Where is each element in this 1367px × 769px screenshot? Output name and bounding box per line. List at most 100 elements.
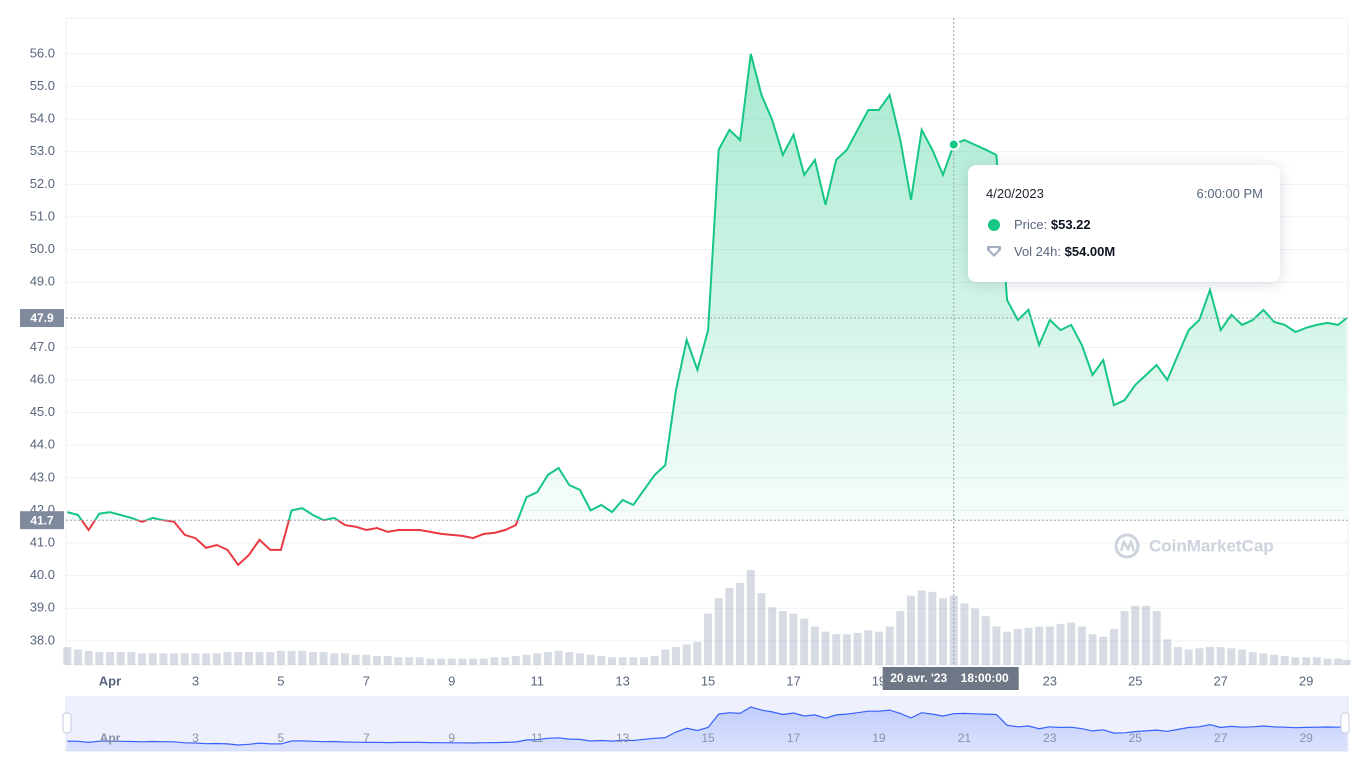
volume-bar — [479, 658, 488, 665]
x-tick-label: 13 — [615, 673, 629, 688]
volume-bar — [1173, 647, 1182, 665]
tooltip: 4/20/2023 6:00:00 PM Price: $53.22 Vol 2… — [968, 165, 1280, 282]
tooltip-time: 6:00:00 PM — [1196, 186, 1264, 201]
x-tick-label: 7 — [363, 673, 370, 688]
volume-bar — [874, 631, 883, 665]
volume-bar — [340, 653, 349, 665]
x-tick-label: 25 — [1128, 673, 1142, 688]
volume-bar — [1280, 656, 1289, 665]
volume-bar — [1141, 605, 1150, 665]
volume-bar — [971, 608, 980, 665]
x-tick-label: 9 — [448, 673, 455, 688]
y-tick-label: 50.0 — [30, 241, 55, 256]
volume-bar — [618, 657, 627, 665]
volume-bar — [746, 570, 755, 665]
y-tick-label: 44.0 — [30, 437, 55, 452]
volume-bar — [1088, 634, 1097, 665]
volume-bar — [84, 650, 93, 665]
navigator-tick-label: 25 — [1129, 731, 1143, 745]
volume-bar — [1163, 639, 1172, 665]
volume-bar — [853, 632, 862, 665]
volume-bar — [960, 603, 969, 665]
volume-bar — [138, 653, 147, 665]
volume-bar — [1323, 658, 1332, 665]
volume-bar — [736, 582, 745, 665]
y-tick-label: 49.0 — [30, 274, 55, 289]
volume-bar — [543, 652, 552, 665]
y-tick-label: 40.0 — [30, 567, 55, 582]
volume-bar — [650, 656, 659, 665]
volume-bar — [928, 591, 937, 665]
watermark-logo — [1114, 533, 1140, 559]
volume-bar — [1184, 649, 1193, 665]
y-tick-label: 53.0 — [30, 143, 55, 158]
crosshair-time: 18:00:00 — [961, 671, 1009, 685]
price-area — [67, 53, 1347, 521]
navigator-tick-label: 19 — [872, 731, 886, 745]
volume-bar — [170, 653, 179, 665]
volume-bar — [586, 654, 595, 665]
crosshair-label-box — [882, 667, 1019, 690]
volume-bar — [1248, 652, 1257, 665]
volume-bar — [810, 626, 819, 665]
volume-bar — [426, 658, 435, 665]
volume-bar — [1077, 626, 1086, 665]
volume-bar — [319, 652, 328, 665]
volume-bar — [255, 652, 264, 665]
price-line-up — [67, 53, 1348, 521]
volume-icon — [987, 246, 1001, 257]
x-tick-label: 5 — [277, 673, 284, 688]
hover-point — [947, 138, 960, 151]
navigator-handle[interactable] — [1340, 712, 1350, 734]
volume-bar — [757, 593, 766, 665]
volume-bar — [522, 654, 531, 665]
volume-bar — [1259, 653, 1268, 665]
volume-bar — [981, 616, 990, 665]
x-tick-label: 19 — [872, 673, 886, 688]
volume-bar — [639, 657, 648, 665]
x-tick-label: 11 — [530, 673, 544, 688]
navigator-tick-label: 9 — [448, 731, 455, 745]
navigator-line — [67, 706, 1347, 746]
volume-bar — [768, 607, 777, 665]
volume-bar — [244, 652, 253, 665]
volume-bar — [1067, 622, 1076, 665]
navigator-tick-label: 15 — [701, 731, 715, 745]
crosshair-date: 20 avr. '23 — [890, 671, 947, 685]
y-tick-label: 46.0 — [30, 371, 55, 386]
volume-bar — [95, 652, 104, 665]
ref-label: 41.7 — [30, 513, 54, 527]
navigator-tick-label: 27 — [1214, 731, 1228, 745]
volume-bar — [372, 656, 381, 665]
navigator-handle[interactable] — [62, 712, 72, 734]
volume-bar — [533, 653, 542, 665]
volume-bar — [1270, 654, 1279, 665]
volume-bar — [1120, 611, 1129, 665]
watermark: CoinMarketCap — [1114, 533, 1274, 559]
navigator-tick-label: 29 — [1299, 731, 1313, 745]
volume-bar — [1024, 627, 1033, 665]
volume-bar — [789, 613, 798, 665]
price-label: Price: — [1014, 217, 1048, 232]
volume-bar — [832, 634, 841, 665]
volume-bar — [159, 653, 168, 665]
x-tick-label: 17 — [786, 673, 800, 688]
volume-bar — [1238, 649, 1247, 665]
y-tick-label: 39.0 — [30, 600, 55, 615]
volume-row-text: Vol 24h: $54.00M — [1014, 244, 1115, 259]
volume-bar — [1152, 611, 1161, 665]
volume-bar — [842, 634, 851, 665]
navigator-tick-label: 5 — [278, 731, 285, 745]
volume-bar — [276, 650, 285, 665]
ref-label: 47.9 — [30, 311, 54, 325]
volume-bar — [1131, 605, 1140, 665]
volume-bar — [1227, 648, 1236, 665]
volume-bar — [607, 657, 616, 665]
volume-value: $54.00M — [1064, 244, 1116, 259]
volume-bar — [490, 657, 499, 665]
volume-bar — [1302, 657, 1311, 665]
navigator-tick-label: 11 — [531, 731, 544, 745]
volume-bar — [554, 650, 563, 665]
volume-bar — [1206, 647, 1215, 665]
